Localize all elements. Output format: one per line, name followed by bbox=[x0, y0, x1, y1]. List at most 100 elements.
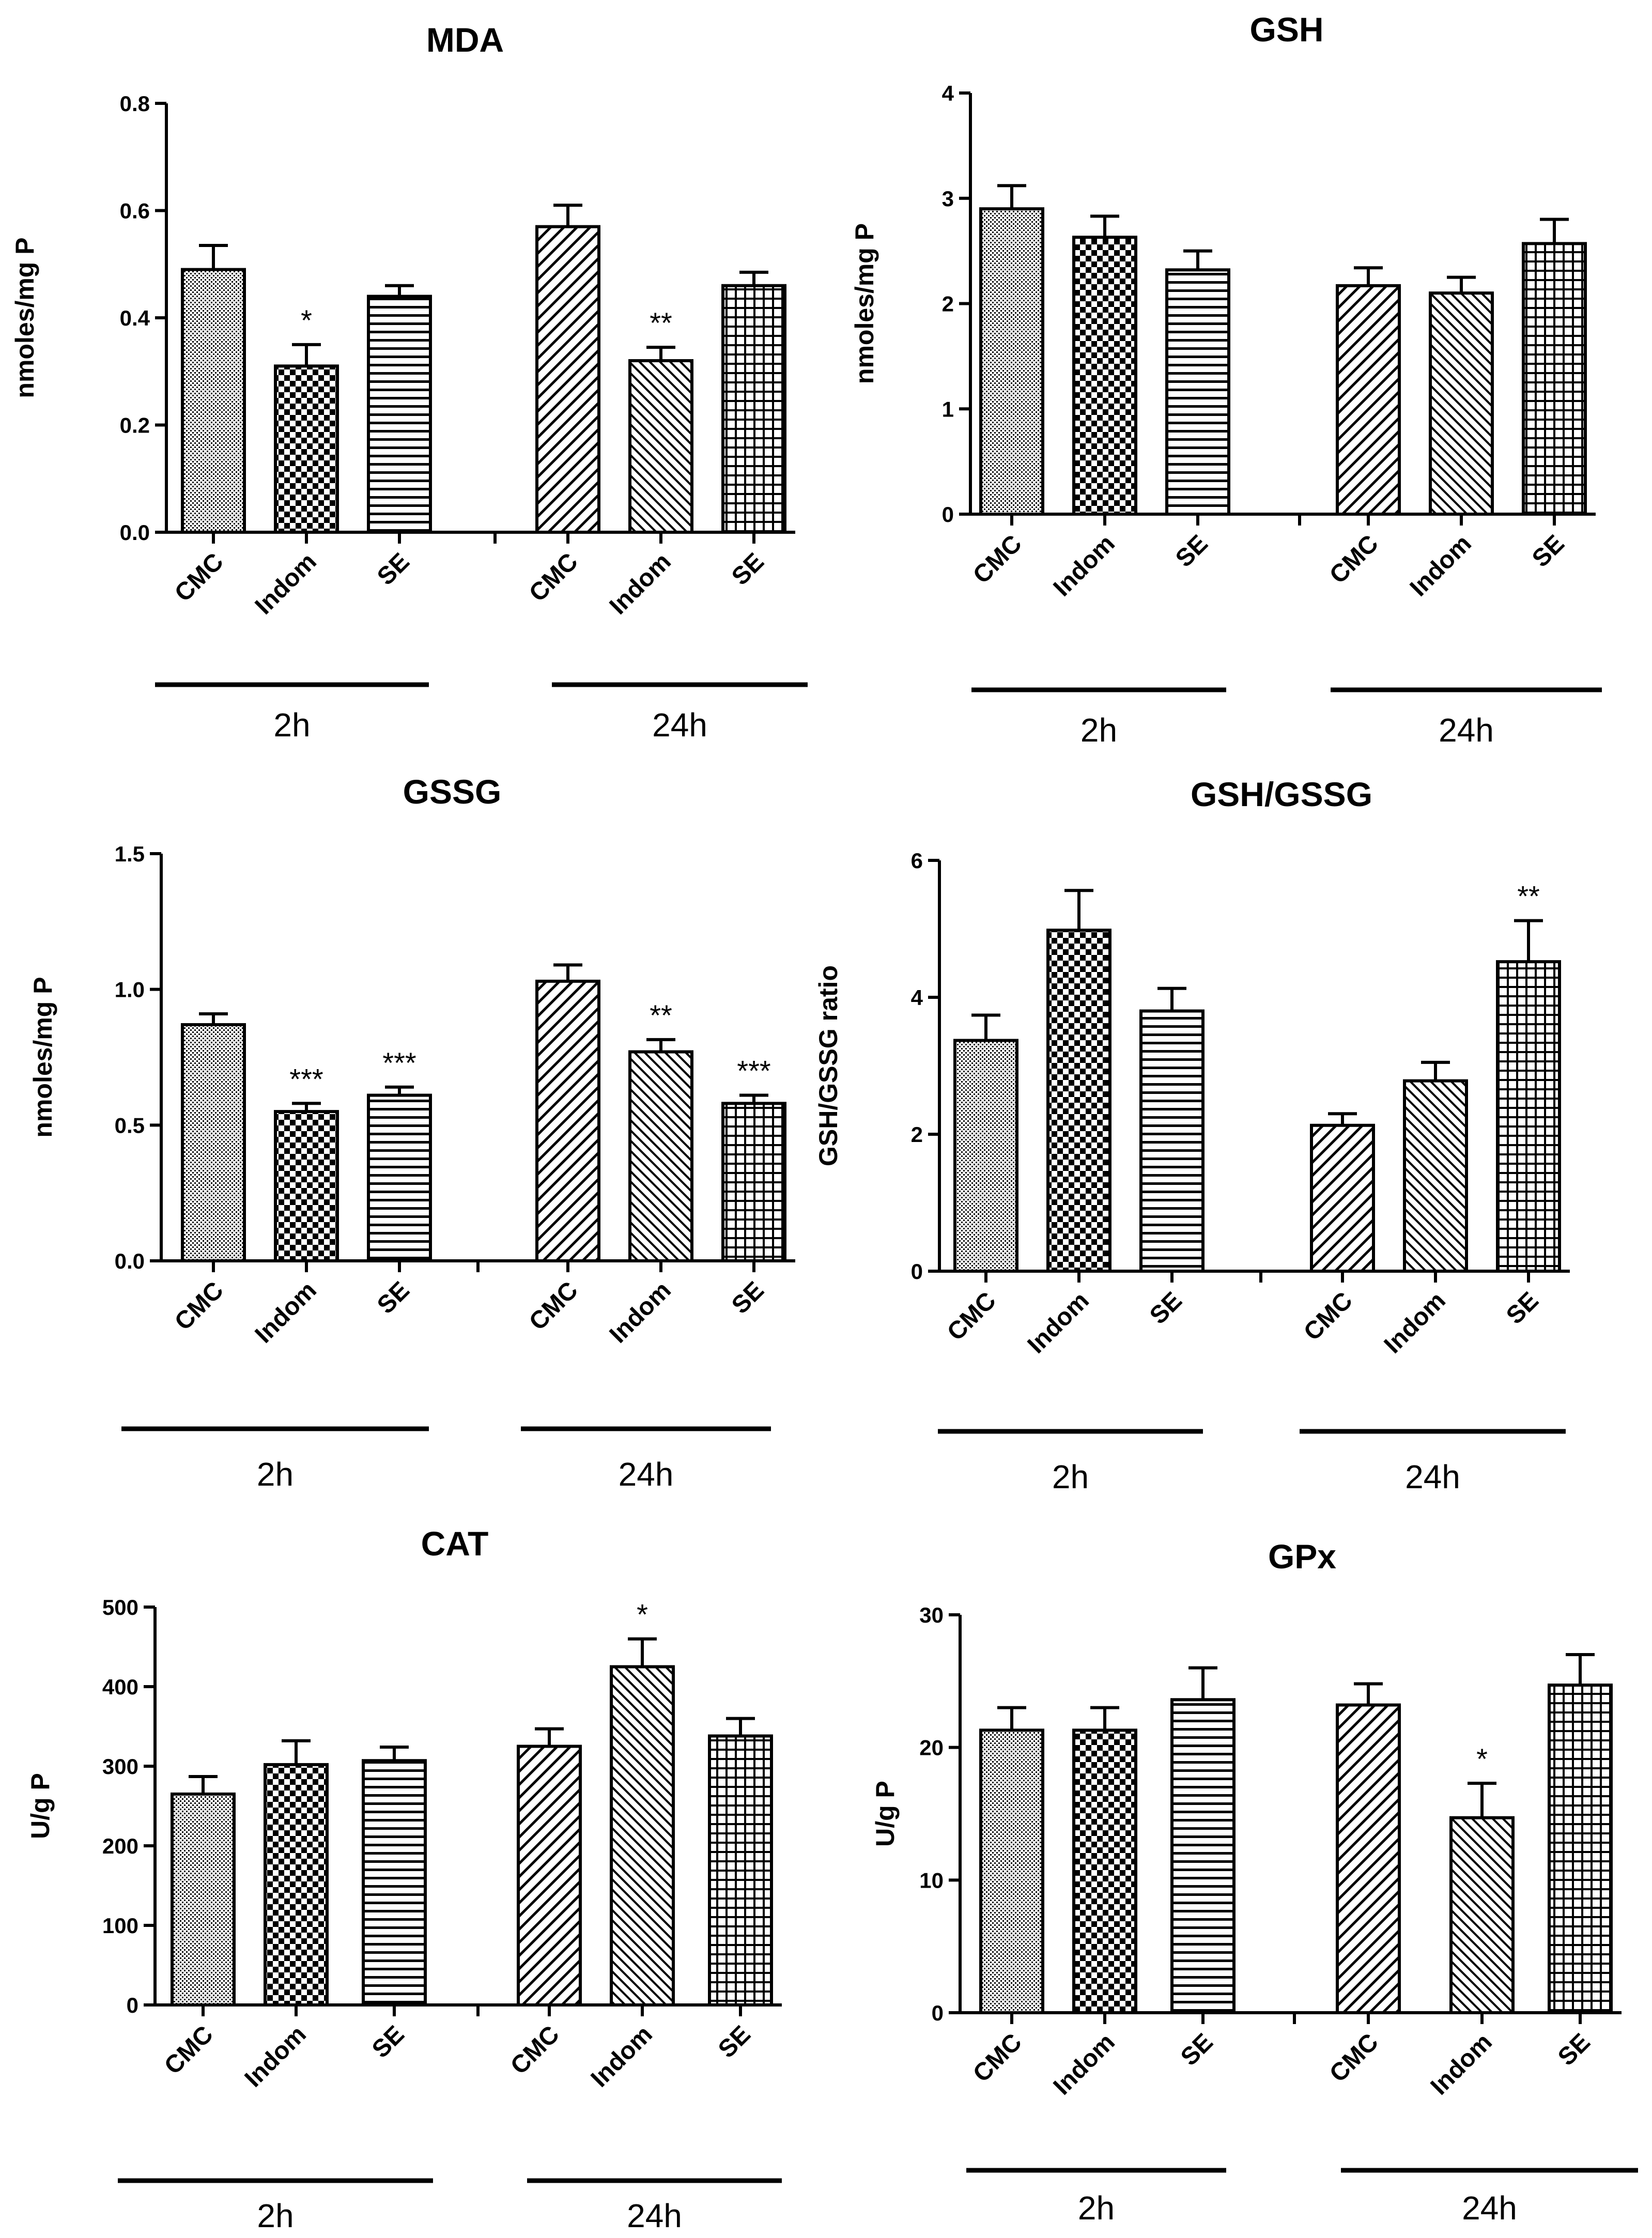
bar-2h-se bbox=[367, 1093, 432, 1262]
bar-24h-se bbox=[721, 1102, 786, 1262]
significance-marker: *** bbox=[382, 1046, 416, 1079]
significance-marker: ** bbox=[1517, 880, 1540, 913]
group-label: 2h bbox=[1052, 1458, 1089, 1495]
y-tick-label: 300 bbox=[102, 1754, 138, 1779]
category-label: CMC bbox=[968, 2028, 1027, 2088]
y-tick-label: 1.5 bbox=[115, 842, 145, 866]
group-label: 24h bbox=[1462, 2189, 1517, 2227]
bar-2h-indom bbox=[1072, 1728, 1137, 2015]
category-label: CMC bbox=[169, 548, 229, 607]
y-tick-label: 0.0 bbox=[120, 520, 150, 545]
category-label: CMC bbox=[942, 1287, 1001, 1346]
bar-24h-indom bbox=[1403, 1079, 1468, 1273]
bar-2h-cmc bbox=[979, 207, 1044, 516]
category-label: SE bbox=[1501, 1287, 1544, 1330]
category-label: CMC bbox=[159, 2020, 219, 2080]
y-tick-label: 30 bbox=[919, 1603, 944, 1627]
chart-panel-gsh: GSH nmoles/mg P 0 1 2 3 4 CMC Indom SE 2h CMC Indom S… bbox=[850, 10, 1602, 749]
y-tick-label: 0.6 bbox=[120, 199, 150, 223]
category-label: SE bbox=[1527, 530, 1570, 573]
bar-24h-se bbox=[1496, 960, 1561, 1273]
y-axis-label: GSH/GSSG ratio bbox=[814, 965, 843, 1166]
category-label: SE bbox=[367, 2020, 410, 2063]
bar-24h-indom bbox=[1429, 291, 1494, 516]
bar-2h-cmc bbox=[953, 1039, 1018, 1273]
bar-24h-indom bbox=[610, 1665, 675, 2007]
bar-2h-cmc bbox=[979, 1728, 1044, 2015]
significance-marker: * bbox=[301, 304, 312, 336]
category-label: Indom bbox=[1048, 530, 1120, 601]
category-label: CMC bbox=[968, 530, 1027, 589]
bar-24h-cmc bbox=[535, 225, 600, 534]
y-tick-label: 20 bbox=[919, 1736, 944, 1760]
bar-2h-indom bbox=[1072, 236, 1137, 516]
y-tick-label: 1 bbox=[942, 397, 954, 421]
group-label: 24h bbox=[1439, 712, 1494, 749]
chart-title: GSSG bbox=[403, 773, 502, 811]
y-tick-label: 100 bbox=[102, 1913, 138, 1938]
y-tick-label: 1.0 bbox=[115, 978, 145, 1002]
y-axis-label: nmoles/mg P bbox=[850, 223, 879, 384]
chart-panel-gpx: GPx U/g P 0 10 20 30 CMC Indom SE 2h CMC * Indom SE 24… bbox=[871, 1537, 1638, 2227]
significance-marker: * bbox=[1476, 1742, 1488, 1775]
bar-24h-indom bbox=[628, 1050, 693, 1262]
y-tick-label: 0.5 bbox=[115, 1113, 145, 1137]
bar-2h-indom bbox=[274, 1110, 339, 1262]
bar-24h-indom bbox=[1449, 1816, 1515, 2014]
category-label: Indom bbox=[250, 1276, 321, 1348]
category-label: Indom bbox=[1022, 1287, 1094, 1359]
y-tick-label: 400 bbox=[102, 1675, 138, 1699]
bar-24h-se bbox=[721, 284, 786, 534]
category-label: SE bbox=[1170, 530, 1213, 573]
category-label: Indom bbox=[1425, 2028, 1497, 2100]
group-label: 2h bbox=[257, 2197, 294, 2234]
category-label: CMC bbox=[1324, 530, 1384, 589]
group-label: 2h bbox=[1078, 2189, 1115, 2227]
group-label: 2h bbox=[257, 1456, 294, 1493]
bar-2h-indom bbox=[264, 1763, 329, 2007]
category-label: CMC bbox=[1299, 1287, 1358, 1346]
y-tick-label: 0.4 bbox=[120, 306, 150, 330]
bar-24h-se bbox=[1548, 1684, 1613, 2015]
category-label: Indom bbox=[239, 2020, 311, 2092]
bar-2h-indom bbox=[1046, 929, 1111, 1273]
y-tick-label: 200 bbox=[102, 1834, 138, 1858]
category-label: SE bbox=[1145, 1287, 1187, 1330]
category-label: Indom bbox=[585, 2020, 657, 2092]
y-tick-label: 0.2 bbox=[120, 413, 150, 438]
category-label: CMC bbox=[524, 548, 583, 607]
y-tick-label: 0.8 bbox=[120, 91, 150, 116]
bar-24h-cmc bbox=[517, 1745, 582, 2007]
category-label: Indom bbox=[250, 548, 321, 620]
chart-panel-gsh-gssg: GSH/GSSG GSH/GSSG ratio 0 2 4 6 CMC Indom SE 2h CM… bbox=[814, 775, 1570, 1495]
chart-title: GPx bbox=[1268, 1537, 1336, 1576]
chart-panel-cat: CAT U/g P 0 100 200 300 400 500 CMC Indom SE 2h CMC *… bbox=[26, 1524, 782, 2234]
y-tick-label: 500 bbox=[102, 1595, 138, 1619]
bar-24h-cmc bbox=[1336, 1703, 1401, 2015]
group-label: 2h bbox=[273, 706, 310, 744]
bar-2h-indom bbox=[274, 364, 339, 534]
significance-marker: ** bbox=[650, 999, 672, 1031]
group-label: 24h bbox=[627, 2197, 682, 2234]
group-label: 24h bbox=[619, 1456, 674, 1493]
bar-24h-cmc bbox=[1310, 1123, 1375, 1273]
category-label: SE bbox=[713, 2020, 756, 2063]
bar-24h-se bbox=[1522, 242, 1587, 516]
bar-24h-se bbox=[708, 1734, 773, 2007]
group-label: 2h bbox=[1080, 712, 1117, 749]
category-label: Indom bbox=[604, 548, 676, 620]
category-label: SE bbox=[372, 1276, 415, 1319]
significance-marker: *** bbox=[289, 1062, 323, 1095]
category-label: SE bbox=[1553, 2028, 1596, 2071]
chart-title: MDA bbox=[426, 21, 504, 59]
category-label: SE bbox=[727, 548, 769, 591]
category-label: CMC bbox=[1324, 2028, 1384, 2088]
y-tick-label: 3 bbox=[942, 187, 954, 211]
category-label: CMC bbox=[505, 2020, 565, 2080]
y-tick-label: 2 bbox=[911, 1122, 923, 1147]
y-axis-label: U/g P bbox=[26, 1773, 55, 1839]
y-tick-label: 0 bbox=[942, 502, 954, 527]
bar-2h-cmc bbox=[181, 1023, 246, 1262]
y-tick-label: 6 bbox=[911, 848, 923, 873]
